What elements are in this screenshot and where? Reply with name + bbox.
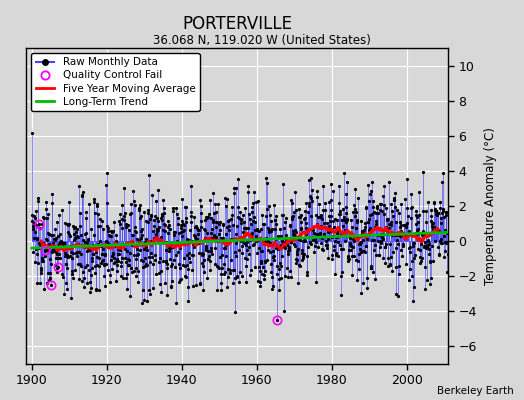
Y-axis label: Temperature Anomaly (°C): Temperature Anomaly (°C) bbox=[484, 127, 497, 285]
Legend: Raw Monthly Data, Quality Control Fail, Five Year Moving Average, Long-Term Tren: Raw Monthly Data, Quality Control Fail, … bbox=[31, 53, 200, 111]
Text: Berkeley Earth: Berkeley Earth bbox=[437, 386, 514, 396]
Title: PORTERVILLE: PORTERVILLE bbox=[182, 14, 292, 32]
Text: 36.068 N, 119.020 W (United States): 36.068 N, 119.020 W (United States) bbox=[153, 34, 371, 47]
